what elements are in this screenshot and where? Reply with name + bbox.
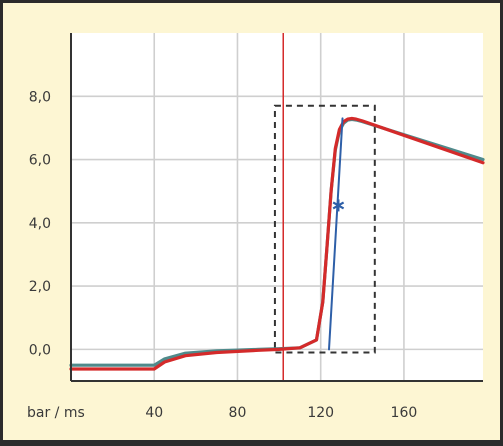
x-tick-label: 160 (391, 405, 418, 421)
asterisk-stroke (332, 201, 345, 210)
x-tick-label: 40 (145, 405, 163, 421)
y-tick-label: 2,0 (29, 279, 51, 295)
dashed-selection-box (273, 104, 376, 354)
asterisk-marker (332, 199, 345, 212)
plot-area (71, 33, 483, 381)
y-tick-label: 6,0 (29, 153, 51, 169)
x-axis-label: bar / ms (27, 405, 85, 421)
y-tick-label: 4,0 (29, 216, 51, 232)
x-tick-label: 80 (229, 405, 247, 421)
y-tick-label: 8,0 (29, 89, 51, 105)
y-tick-label: 0,0 (29, 342, 51, 358)
line-chart: 0,0 2,0 4,0 6,0 8,0 40 80 120 160 bar / ms (27, 33, 485, 421)
chart-frame: 0,0 2,0 4,0 6,0 8,0 40 80 120 160 bar / ms (3, 3, 500, 440)
x-tick-label: 120 (307, 405, 334, 421)
series-line-2 (69, 116, 485, 371)
series-line-3 (328, 117, 344, 351)
